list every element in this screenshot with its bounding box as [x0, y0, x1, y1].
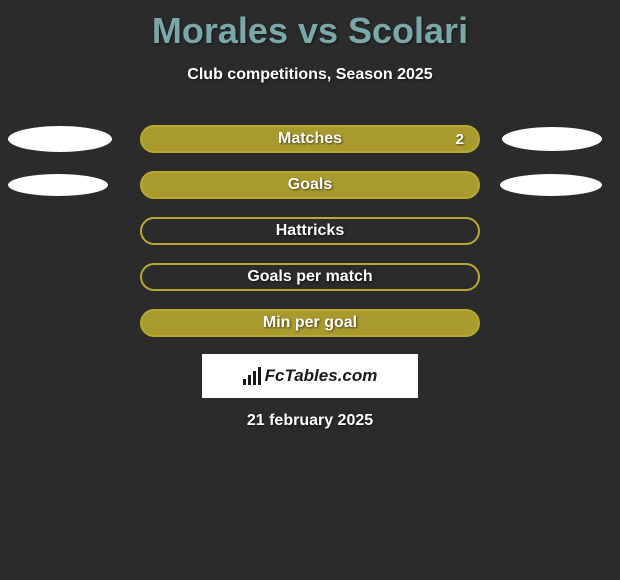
stat-bar: Min per goal — [140, 309, 480, 337]
date-text: 21 february 2025 — [0, 412, 620, 430]
stat-row: Min per goal — [0, 308, 620, 338]
right-ellipse — [500, 174, 602, 196]
page-title: Morales vs Scolari — [0, 0, 620, 52]
stat-bar: Goals — [140, 171, 480, 199]
right-ellipse — [502, 127, 602, 151]
stat-value: 2 — [456, 131, 464, 148]
stat-row: Matches 2 — [0, 124, 620, 154]
stat-rows: Matches 2 Goals Hattricks Goals per match Min… — [0, 124, 620, 338]
logo-box: FcTables.com — [202, 354, 418, 398]
fctables-icon — [243, 367, 261, 385]
stat-label: Goals — [288, 176, 332, 194]
stat-label: Matches — [278, 130, 342, 148]
stat-bar: Hattricks — [140, 217, 480, 245]
stat-label: Min per goal — [263, 314, 357, 332]
stat-label: Goals per match — [247, 268, 372, 286]
left-ellipse — [8, 126, 112, 152]
stat-row: Hattricks — [0, 216, 620, 246]
stat-row: Goals per match — [0, 262, 620, 292]
stat-bar: Goals per match — [140, 263, 480, 291]
stat-label: Hattricks — [276, 222, 344, 240]
stat-bar: Matches 2 — [140, 125, 480, 153]
page-subtitle: Club competitions, Season 2025 — [0, 66, 620, 84]
stat-row: Goals — [0, 170, 620, 200]
left-ellipse — [8, 174, 108, 196]
logo-text: FcTables.com — [265, 366, 378, 386]
